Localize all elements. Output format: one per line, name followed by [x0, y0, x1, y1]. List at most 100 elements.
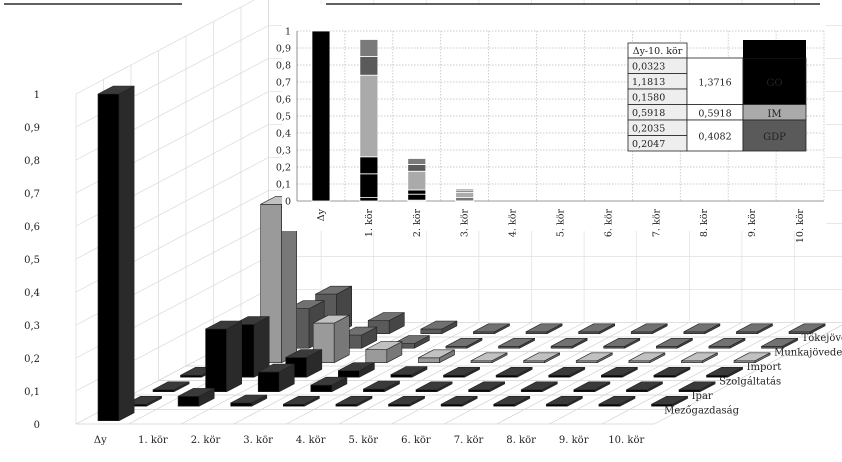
inset-y-tick-label: 0,6 — [276, 95, 291, 106]
main-3d-chart: 0 0,1 0,2 0,3 0,4 0,5 0,6 0,7 0,8 0,9 1 Δy 1. kör 2. … — [4, 0, 842, 446]
bar-3d — [578, 323, 616, 335]
bar-3d — [653, 366, 691, 378]
bar-3d — [205, 320, 242, 393]
inset-x-tick-label: 4. kör — [508, 209, 519, 238]
inset-x-tick-label: 7. kör — [651, 209, 662, 238]
table-subtotal-cell — [686, 119, 744, 152]
x-tick-label: Δy — [94, 435, 107, 446]
depth-label: Szolgáltatás — [719, 377, 781, 388]
bar-3d — [390, 366, 428, 378]
table-value: 0,2035 — [632, 124, 665, 135]
x-tick-label: 4. kör — [296, 435, 326, 446]
x-tick-label: 5. kör — [349, 435, 379, 446]
y-tick-label: 0,5 — [24, 255, 40, 266]
table-value: 1,1813 — [632, 77, 665, 88]
bar-3d — [520, 381, 558, 393]
inset-x-tick-label: 6. kör — [603, 209, 614, 238]
y-tick-label: 0 — [34, 420, 40, 431]
depth-label: Mezőgazdaság — [664, 406, 740, 417]
inset-bar-segment — [455, 192, 475, 198]
inset-x-tick-label: 8. kör — [699, 209, 710, 238]
inset-bar-segment — [359, 56, 379, 76]
inset-x-tick-label: 5. kör — [556, 209, 567, 238]
inset-x-tick-labels: Δy 1. kör 2. kör 3. kör 4. kör 5. kör 6. kör 7.… — [316, 208, 806, 243]
inset-bar-segment — [359, 74, 379, 158]
bar-3d — [651, 395, 688, 407]
bar-3d — [628, 352, 666, 364]
floor-gridline — [391, 322, 585, 425]
depth-label: Tőkejövedelmek — [802, 333, 842, 344]
bar-3d — [550, 337, 588, 349]
y-tick-labels: 0 0,1 0,2 0,3 0,4 0,5 0,6 0,7 0,8 0,9 1 — [24, 90, 40, 431]
bar-3d — [655, 337, 693, 349]
bar-3d — [335, 395, 373, 407]
y-tick-label: 0,3 — [24, 321, 40, 332]
inset-bar-segment — [407, 193, 427, 201]
inset-bar-segment — [407, 158, 427, 165]
table-subtotal: 0,5918 — [698, 108, 731, 119]
y-tick-label: 0,4 — [24, 288, 40, 299]
inset-bar-segment — [407, 170, 427, 191]
bar-3d — [97, 85, 135, 422]
inset-grid — [296, 30, 825, 202]
bar-3d — [363, 380, 400, 393]
inset-bar-segment — [359, 173, 379, 199]
y-tick-label: 0,7 — [24, 189, 40, 200]
floor-gridline — [338, 322, 532, 425]
bar-3d — [493, 395, 531, 407]
bar-3d — [445, 337, 483, 349]
bar-3d — [440, 395, 478, 407]
bar-3d — [365, 341, 403, 364]
floor-gridline — [549, 322, 743, 425]
bar-3d — [470, 352, 508, 364]
inset-x-tick-label: Δy — [316, 208, 327, 221]
table-subtotal: 0,4082 — [698, 132, 731, 143]
x-tick-label: 6. kör — [401, 435, 431, 446]
inset-bar-segment — [359, 39, 379, 57]
depth-label: Import — [747, 362, 782, 373]
inset-y-tick-label: 0,4 — [276, 129, 291, 140]
bar-3d — [761, 337, 798, 349]
x-tick-label: 8. kör — [506, 435, 536, 446]
bar-3d — [125, 395, 162, 407]
table-group-label: GO — [766, 78, 782, 89]
inset-y-tick-label: 0,7 — [276, 78, 291, 89]
table-subtotal-cell — [686, 57, 744, 105]
depth-label: Ipar — [692, 391, 713, 402]
inset-table: Δy-10. kör 0,0323 1,1813 0,1580 0,5918 0,2035… — [627, 40, 807, 152]
y-tick-label: 0,6 — [24, 222, 40, 233]
floor-gridline — [233, 322, 427, 425]
y-tick-label: 1 — [34, 90, 40, 101]
bar-3d — [545, 395, 583, 407]
bar-3d — [598, 395, 636, 407]
bar-3d — [788, 323, 826, 335]
bar-3d — [603, 337, 641, 349]
bar-3d — [736, 323, 773, 335]
table-group-cap — [743, 40, 806, 58]
bar-3d — [626, 381, 663, 393]
bar-3d — [523, 352, 561, 364]
x-tick-label: 10. kör — [608, 435, 644, 446]
inset-y-tick-label: 0,8 — [276, 61, 291, 72]
table-group-label: GDP — [763, 132, 786, 143]
inset-y-tick-label: 0,5 — [276, 112, 291, 123]
inset-x-tick-label: 2. kör — [412, 209, 423, 238]
inset-x-tick-label: 9. kör — [747, 209, 758, 238]
floor-gridline — [286, 322, 480, 425]
floor-gridline — [496, 322, 690, 425]
bar-3d — [337, 362, 375, 378]
bars-3d — [97, 85, 826, 422]
table-header: Δy-10. kör — [633, 46, 683, 57]
bar-3d — [310, 376, 348, 393]
inset-x-tick-label: 10. kör — [795, 209, 806, 244]
bar-3d — [498, 337, 535, 349]
bar-3d — [706, 366, 743, 378]
inset-x-tick-label: 1. kör — [364, 209, 375, 238]
bar-3d — [525, 323, 563, 335]
bar-3d — [678, 381, 716, 393]
inset-bars — [311, 30, 475, 202]
bar-3d — [733, 352, 771, 364]
bar-3d — [548, 366, 586, 378]
bar-3d — [257, 363, 295, 393]
